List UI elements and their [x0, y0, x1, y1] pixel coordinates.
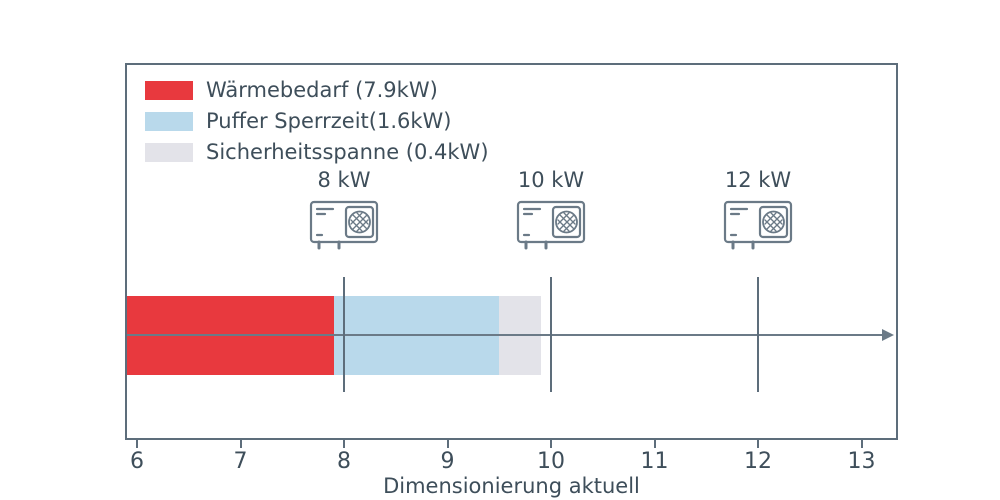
plot-area: [125, 63, 898, 440]
legend-item-puffer-sperrzeit: Puffer Sperrzeit(1.6kW): [145, 109, 489, 133]
x-tick: [653, 440, 656, 448]
x-tick: [136, 440, 138, 448]
heat-pump-icon: [720, 196, 796, 256]
marker-line-8kw: [342, 277, 346, 392]
x-tick-label: 10: [537, 449, 565, 474]
marker-8kw: 8 kW: [296, 168, 392, 256]
legend-item-sicherheitsspanne: Sicherheitsspanne (0.4kW): [145, 140, 489, 164]
x-tick-label: 9: [440, 449, 455, 474]
x-axis-arrow-line: [127, 334, 884, 337]
legend-label: Puffer Sperrzeit(1.6kW): [206, 109, 452, 133]
x-tick: [446, 440, 449, 448]
x-axis-arrow-head-icon: [882, 329, 894, 341]
x-tick-label: 12: [744, 449, 772, 474]
marker-label: 8 kW: [317, 168, 371, 192]
legend-swatch-red: [145, 80, 193, 100]
heat-pump-icon: [513, 196, 589, 256]
legend-swatch-gray: [145, 142, 193, 162]
marker-10kw: 10 kW: [503, 168, 599, 256]
x-tick: [343, 440, 345, 448]
x-tick-label: 6: [130, 449, 144, 474]
x-tick: [860, 440, 863, 448]
legend-item-waermebedarf: Wärmebedarf (7.9kW): [145, 78, 489, 102]
x-tick-label: 13: [847, 449, 876, 474]
legend-label: Sicherheitsspanne (0.4kW): [206, 140, 489, 164]
legend: Wärmebedarf (7.9kW) Puffer Sperrzeit(1.6…: [145, 78, 489, 171]
marker-label: 12 kW: [724, 168, 792, 192]
x-tick-label: 7: [233, 449, 248, 474]
x-axis-title: Dimensionierung aktuell: [383, 474, 640, 498]
heat-pump-icon: [306, 196, 382, 256]
marker-label: 10 kW: [517, 168, 585, 192]
marker-line-12kw: [756, 277, 760, 392]
x-tick-label: 11: [640, 449, 669, 474]
x-tick: [550, 440, 552, 448]
x-tick: [239, 440, 242, 448]
x-tick: [757, 440, 759, 448]
x-tick-label: 8: [337, 449, 351, 474]
marker-12kw: 12 kW: [710, 168, 806, 256]
marker-line-10kw: [549, 277, 553, 392]
legend-swatch-blue: [145, 111, 193, 131]
legend-label: Wärmebedarf (7.9kW): [206, 78, 438, 102]
